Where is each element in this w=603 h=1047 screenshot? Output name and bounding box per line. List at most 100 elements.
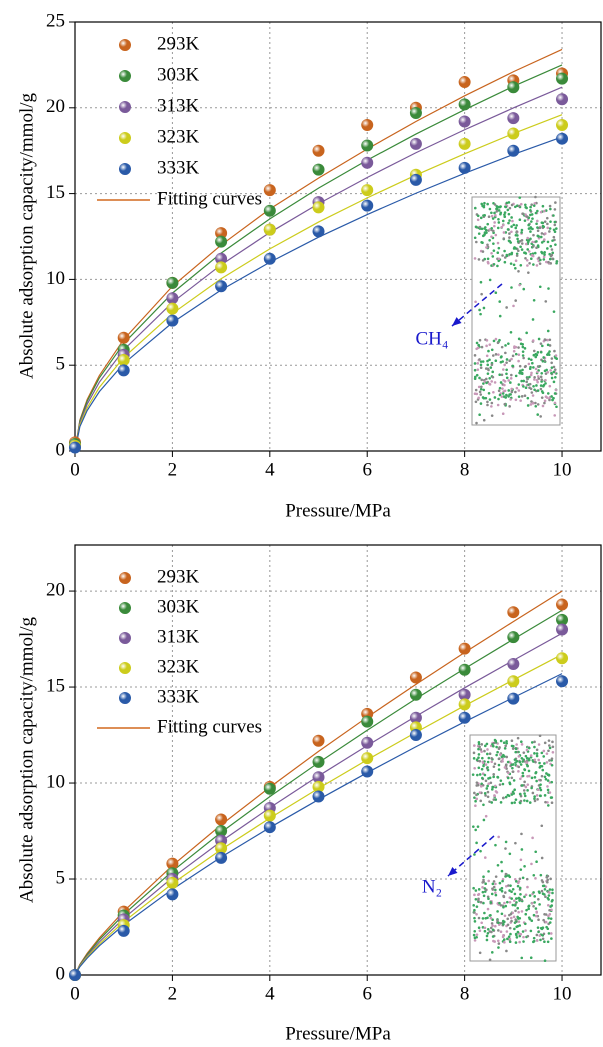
molecule-dot <box>554 354 558 357</box>
molecule-dot <box>540 380 543 383</box>
molecule-dot <box>496 226 500 230</box>
x-tick-label: 10 <box>553 459 572 480</box>
molecule-dot <box>521 212 524 216</box>
molecule-dot <box>498 888 502 891</box>
molecule-dot <box>520 231 523 234</box>
molecule-dot <box>491 370 495 374</box>
molecule-dot <box>539 783 542 786</box>
molecule-dot <box>510 801 514 805</box>
molecule-dot <box>517 346 520 349</box>
molecule-dot <box>507 884 510 887</box>
molecule-dot <box>543 401 546 405</box>
molecule-dot <box>501 796 505 800</box>
molecule-dot <box>527 362 531 366</box>
molecule-dot <box>508 940 512 944</box>
molecule-dot <box>547 894 551 897</box>
molecule-dot <box>505 306 508 309</box>
molecule-dot <box>494 875 498 878</box>
molecule-dot <box>507 874 511 877</box>
molecule-dot <box>546 896 550 900</box>
legend-label: 333K <box>157 157 200 178</box>
molecule-dot <box>548 230 551 233</box>
molecule-dot <box>510 776 514 780</box>
molecule-dot <box>513 345 516 348</box>
molecule-dot <box>515 936 519 939</box>
molecule-dot <box>506 208 510 212</box>
molecule-dot <box>539 210 543 214</box>
molecule-dot <box>530 901 534 905</box>
molecule-dot <box>503 380 507 383</box>
molecule-dot <box>521 930 525 933</box>
data-point <box>507 112 520 125</box>
molecule-dot <box>478 358 481 361</box>
molecule-dot <box>513 927 516 931</box>
molecule-dot <box>536 403 540 406</box>
molecule-dot <box>544 372 548 375</box>
molecule-dot <box>478 929 482 933</box>
molecule-dot <box>510 357 513 361</box>
data-point <box>507 631 520 644</box>
molecule-dot <box>477 766 481 770</box>
molecule-dot <box>533 251 537 255</box>
molecule-dot <box>512 915 516 919</box>
molecule-dot <box>517 765 521 769</box>
molecule-dot <box>543 794 547 797</box>
molecule-dot <box>553 223 557 227</box>
data-point <box>458 161 471 174</box>
molecule-dot <box>475 793 478 797</box>
molecule-dot <box>497 353 500 356</box>
molecule-dot <box>549 796 553 799</box>
molecule-dot <box>529 387 533 391</box>
molecule-dot <box>513 801 516 804</box>
molecule-dot <box>501 223 505 227</box>
molecule-dot <box>474 804 477 808</box>
molecule-dot <box>547 749 550 753</box>
molecule-dot <box>477 756 480 759</box>
molecule-dot <box>543 253 546 256</box>
molecule-dot <box>488 914 492 917</box>
molecule-dot <box>504 351 507 355</box>
molecule-dot <box>550 376 554 380</box>
molecule-dot <box>513 877 517 881</box>
molecule-dot <box>534 404 538 408</box>
molecule-dot <box>501 254 504 257</box>
data-point <box>361 184 374 197</box>
molecule-dot <box>473 354 477 357</box>
molecule-dot <box>496 251 500 255</box>
molecule-dot <box>554 227 558 230</box>
molecule-dot <box>548 746 552 750</box>
molecule-dot <box>517 770 520 773</box>
molecule-dot <box>520 740 523 744</box>
molecule-dot <box>482 901 485 905</box>
molecule-dot <box>544 920 548 924</box>
molecule-dot <box>545 216 549 220</box>
molecule-dot <box>485 787 489 790</box>
molecule-dot <box>491 785 494 789</box>
molecule-dot <box>492 798 496 801</box>
data-point <box>507 81 520 94</box>
molecule-dot <box>488 752 492 756</box>
molecule-dot <box>509 262 513 265</box>
molecule-dot <box>491 255 495 258</box>
molecule-dot <box>508 889 511 892</box>
molecule-dot <box>534 367 538 371</box>
molecule-dot <box>550 361 553 365</box>
data-point <box>361 156 374 169</box>
molecule-dot <box>518 940 521 944</box>
molecule-dot <box>551 257 554 261</box>
molecule-dot <box>479 363 483 367</box>
molecule-dot <box>518 371 522 375</box>
molecule-dot <box>478 376 481 380</box>
molecule-dot <box>546 392 550 395</box>
molecule-dot <box>526 783 530 786</box>
data-point <box>361 199 374 212</box>
molecule-dot <box>474 889 478 892</box>
molecule-dot <box>473 920 477 923</box>
molecule-dot <box>548 227 552 230</box>
molecule-dot <box>514 932 518 936</box>
molecule-dot <box>481 250 485 253</box>
molecule-dot <box>477 232 481 235</box>
molecule-dot <box>496 863 500 867</box>
molecule-dot <box>480 345 484 349</box>
molecule-dot <box>527 769 531 773</box>
